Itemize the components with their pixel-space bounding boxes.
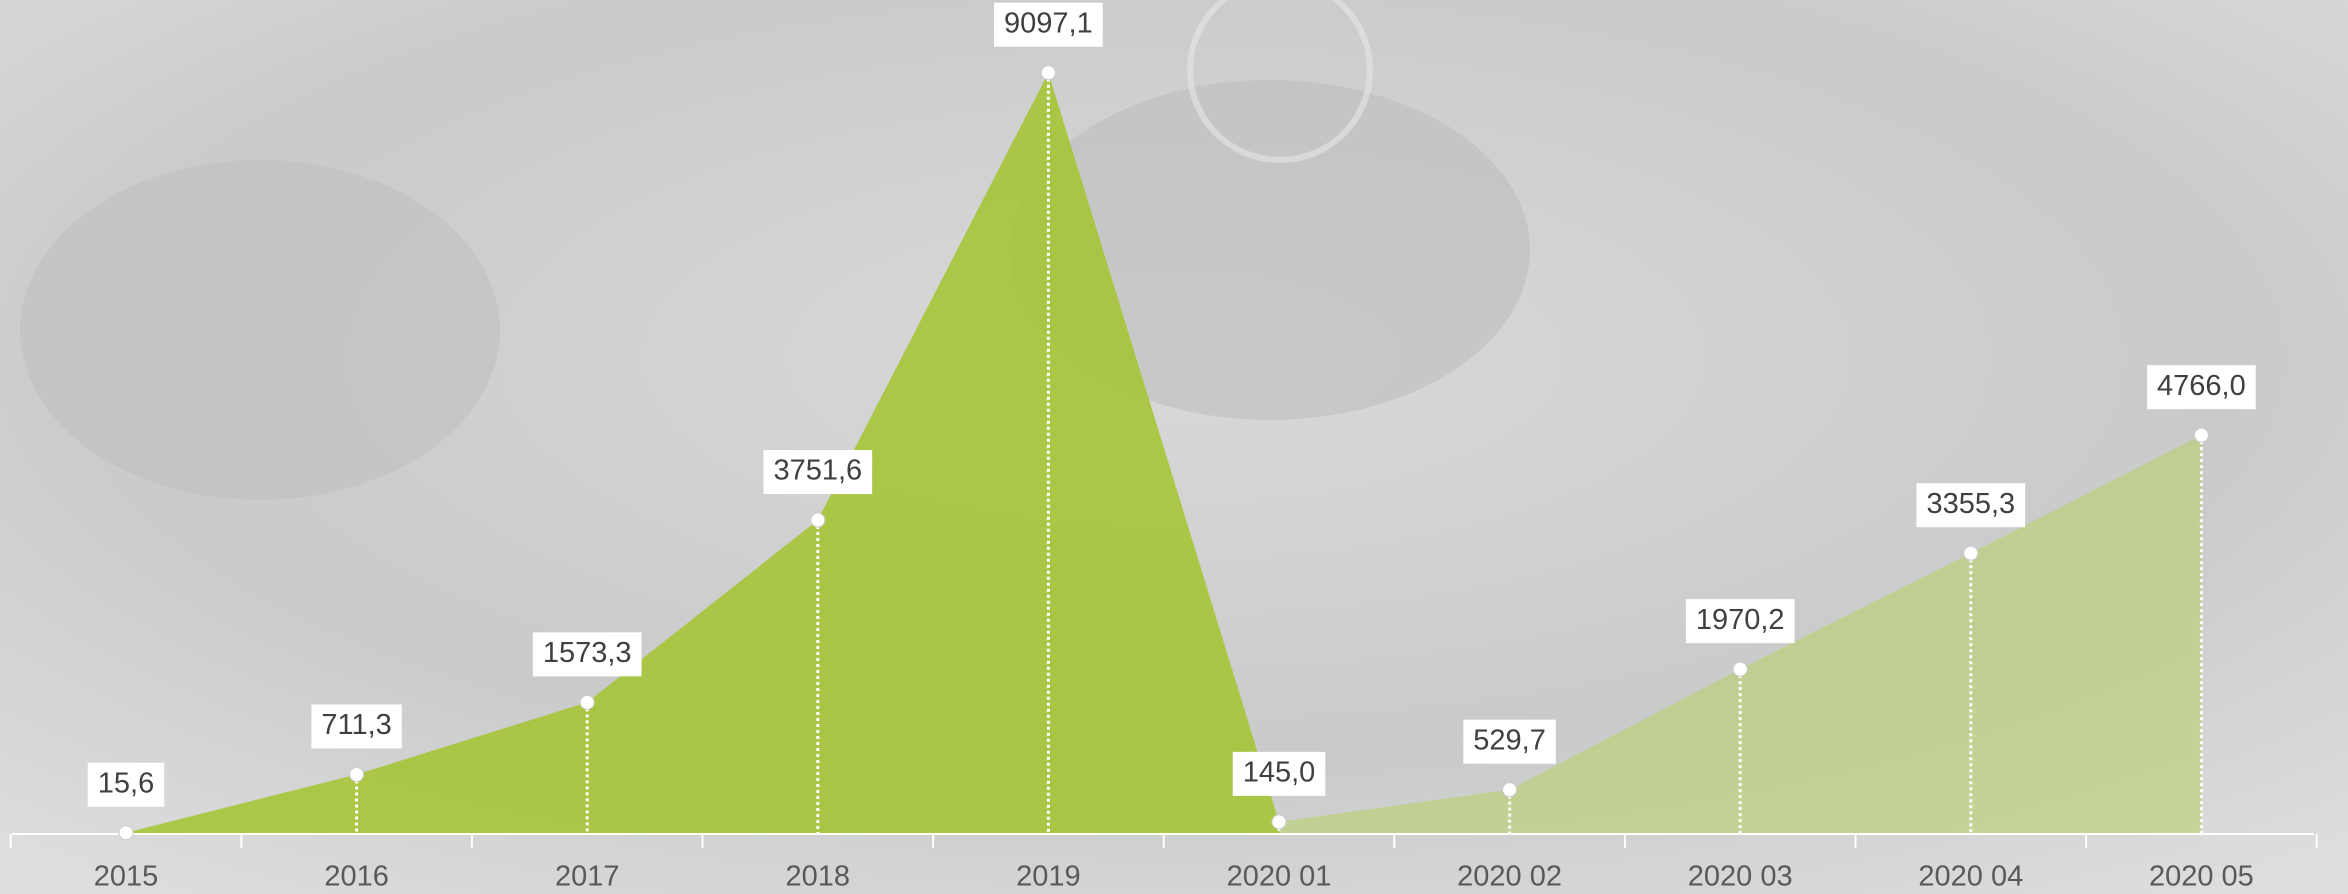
x-tick-label: 2020 04 bbox=[1918, 861, 2023, 893]
x-tick-label: 2020 05 bbox=[2149, 861, 2254, 893]
data-label-box bbox=[1232, 751, 1326, 796]
x-tick-label: 2020 03 bbox=[1688, 861, 1793, 893]
marker bbox=[349, 766, 365, 782]
data-label-box bbox=[2147, 365, 2256, 410]
data-label: 3355,3 bbox=[1926, 488, 2015, 520]
x-tick-label: 2020 02 bbox=[1457, 861, 1562, 893]
data-label: 1573,3 bbox=[543, 637, 632, 669]
x-tick-label: 2015 bbox=[94, 861, 159, 893]
data-label: 9097,1 bbox=[1004, 7, 1093, 39]
data-label: 145,0 bbox=[1243, 757, 1316, 789]
marker bbox=[1963, 545, 1979, 561]
marker bbox=[1502, 782, 1518, 798]
background-shape bbox=[20, 160, 500, 500]
data-label: 3751,6 bbox=[773, 455, 862, 487]
x-tick-label: 2018 bbox=[786, 861, 851, 893]
data-label: 1970,2 bbox=[1696, 604, 1785, 636]
marker bbox=[2193, 427, 2209, 443]
marker bbox=[1040, 65, 1056, 81]
x-tick-label: 2016 bbox=[324, 861, 389, 893]
x-tick-label: 2020 01 bbox=[1227, 861, 1332, 893]
data-label: 4766,0 bbox=[2157, 370, 2246, 402]
data-label: 529,7 bbox=[1473, 724, 1546, 756]
data-label: 15,6 bbox=[98, 767, 154, 799]
marker bbox=[810, 512, 826, 528]
x-tick-label: 2017 bbox=[555, 861, 620, 893]
data-label-box bbox=[87, 762, 165, 807]
x-tick-label: 2019 bbox=[1016, 861, 1081, 893]
data-label-box bbox=[1916, 483, 2026, 528]
marker bbox=[118, 825, 134, 841]
data-label-box bbox=[763, 450, 873, 495]
marker bbox=[1271, 814, 1287, 830]
marker bbox=[579, 694, 595, 710]
data-label: 711,3 bbox=[321, 709, 391, 741]
area bbox=[126, 72, 1279, 834]
marker bbox=[1732, 661, 1748, 677]
background-shape bbox=[1187, 0, 1373, 163]
background-shape bbox=[1010, 80, 1530, 420]
data-label-box bbox=[311, 704, 402, 749]
data-label-box bbox=[1463, 719, 1556, 764]
data-label-box bbox=[532, 632, 642, 677]
data-label-box bbox=[994, 2, 1103, 47]
data-label-box bbox=[1685, 599, 1795, 644]
